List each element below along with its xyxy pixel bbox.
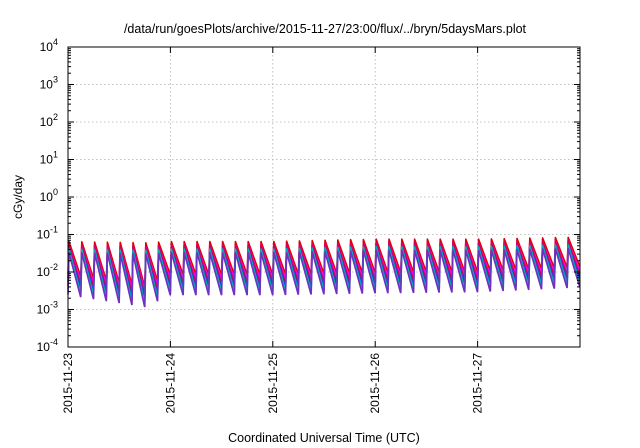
chart-title: /data/run/goesPlots/archive/2015-11-27/2… xyxy=(124,22,527,36)
x-tick-label: 2015-11-26 xyxy=(368,353,382,414)
y-axis-label: cGy/day xyxy=(11,175,25,219)
y-axis-ticks: 10-4 10-3 10-2 10-1 100 101 102 103 104 xyxy=(37,37,580,354)
data-series xyxy=(67,236,581,308)
x-tick-label: 2015-11-27 xyxy=(471,353,485,414)
y-tick-label: 10-4 xyxy=(37,337,58,354)
x-axis-ticks: 2015-11-23 2015-11-24 2015-11-25 2015-11-26… xyxy=(61,47,485,414)
y-tick-label: 10-1 xyxy=(37,225,58,242)
x-axis-label: Coordinated Universal Time (UTC) xyxy=(228,431,420,445)
y-tick-label: 10-3 xyxy=(37,300,58,317)
y-tick-label: 100 xyxy=(40,187,58,204)
series-line xyxy=(67,247,581,308)
y-tick-label: 10-2 xyxy=(37,262,58,279)
y-tick-label: 103 xyxy=(40,75,58,92)
x-tick-label: 2015-11-25 xyxy=(266,353,280,414)
y-tick-label: 102 xyxy=(40,112,58,129)
y-tick-label: 104 xyxy=(40,37,58,54)
y-tick-label: 101 xyxy=(40,150,58,167)
x-tick-label: 2015-11-24 xyxy=(163,353,177,414)
x-tick-label: 2015-11-23 xyxy=(61,353,75,414)
